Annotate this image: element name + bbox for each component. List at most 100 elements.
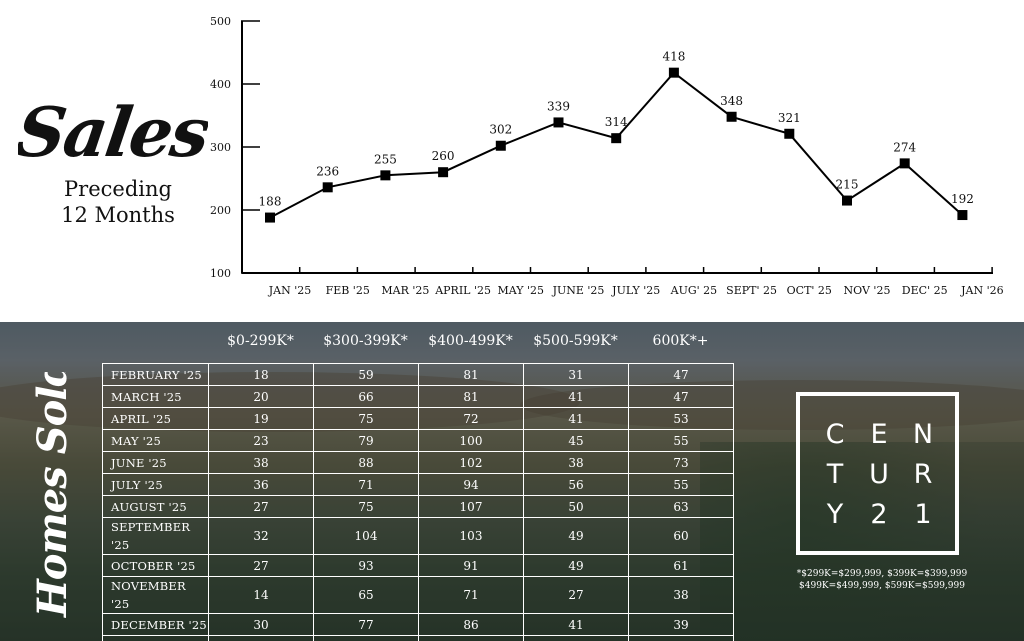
table-row: SEPTEMBER '25 32 104 103 49 60: [102, 517, 734, 555]
table-row: MARCH '25 20 66 81 41 47: [102, 385, 734, 408]
logo-letter: R: [913, 459, 933, 490]
x-tick-label: JULY '25: [611, 284, 660, 297]
count-cell: 19: [208, 407, 314, 430]
count-cell: 59: [313, 363, 419, 386]
logo-letter: E: [870, 419, 888, 450]
x-tick-label: APRIL '25: [434, 284, 491, 297]
count-cell: 27: [523, 576, 629, 614]
count-cell: 100: [418, 429, 524, 452]
count-cell: 81: [418, 363, 524, 386]
count-cell: 27: [208, 495, 314, 518]
sales-subtitle-line2: 12 Months: [61, 203, 175, 227]
count-cell: 38: [523, 451, 629, 474]
count-cell: 60: [628, 517, 734, 555]
count-cell: 66: [313, 385, 419, 408]
data-point-marker: [668, 67, 679, 78]
sales-subtitle-line1: Preceding: [64, 177, 172, 201]
month-cell: JUNE '25: [102, 451, 209, 474]
sales-chart-section: Sales Preceding 12 Months 100 200 300 400 50…: [11, 15, 1004, 297]
data-point-marker: [265, 212, 275, 223]
data-point-label: 321: [778, 111, 801, 125]
y-tick-label: 500: [210, 15, 231, 28]
count-cell: 93: [313, 554, 419, 577]
count-cell: 104: [313, 517, 419, 555]
count-cell: 14: [208, 576, 314, 614]
month-cell: SEPTEMBER '25: [102, 517, 209, 555]
table-row: AUGUST '25 27 75 107 50 63: [102, 495, 734, 518]
data-point-label: 260: [432, 149, 455, 163]
price-range-headers: $0-299K* $300-399K* $400-499K* $500-599K* 60…: [208, 333, 733, 357]
data-point-label: 236: [316, 164, 339, 178]
count-cell: 32: [208, 517, 314, 555]
homes-sold-script-title: Homes Sold: [18, 359, 78, 622]
count-cell: 88: [313, 451, 419, 474]
data-point-label: 314: [605, 115, 628, 129]
count-cell: 72: [418, 407, 524, 430]
count-cell: 77: [313, 613, 419, 636]
price-range-header: 600K*+: [652, 333, 709, 349]
data-point-label: 255: [374, 152, 397, 166]
y-tick-label: 100: [210, 267, 231, 280]
table-row: DECEMBER '25 30 77 86 41 39: [102, 613, 734, 636]
logo-letter: U: [869, 459, 889, 490]
count-cell: 63: [628, 495, 734, 518]
count-cell: 73: [628, 451, 734, 474]
count-cell: 91: [418, 554, 524, 577]
month-cell: DECEMBER '25: [102, 613, 209, 636]
count-cell: 107: [418, 495, 524, 518]
footnote-line1: *$299K=$299,999, $399K=$399,999: [796, 569, 968, 579]
price-range-header: $400-499K*: [428, 333, 513, 349]
data-point-marker: [553, 117, 564, 128]
data-point-label: 348: [720, 94, 743, 108]
table-row: FEBRUARY '25 18 59 81 31 47: [102, 363, 734, 386]
data-point-label: 188: [259, 195, 282, 209]
data-point-label: 192: [951, 192, 974, 206]
count-cell: 41: [523, 407, 629, 430]
chart-axes: [241, 21, 993, 274]
count-cell: 28: [628, 635, 734, 641]
data-point-marker: [495, 140, 506, 151]
count-cell: 30: [208, 613, 314, 636]
table-row: JUNE '25 38 88 102 38 73: [102, 451, 734, 474]
count-cell: 79: [313, 429, 419, 452]
table-row: NOVEMBER '25 14 65 71 27 38: [102, 576, 734, 614]
price-range-header: $0-299K*: [227, 333, 294, 349]
data-point-marker: [322, 182, 333, 193]
x-tick-label: JAN '25: [268, 284, 312, 297]
month-cell: AUGUST '25: [102, 495, 209, 518]
count-cell: 41: [523, 385, 629, 408]
count-cell: 65: [313, 576, 419, 614]
data-point-marker: [380, 170, 391, 181]
count-cell: 39: [628, 613, 734, 636]
data-point-marker: [957, 210, 968, 221]
data-point-marker: [899, 158, 910, 169]
data-point-label: 274: [893, 140, 916, 154]
y-tick-label: 400: [210, 78, 231, 91]
series-line: [269, 71, 964, 219]
month-cell: APRIL '25: [102, 407, 209, 430]
count-cell: 61: [628, 554, 734, 577]
count-cell: 71: [418, 576, 524, 614]
sales-subtitle: Preceding 12 Months: [48, 176, 188, 228]
chart-data-labels: 188 236 255 260 302 339 314 418 348 321 215 274 192: [259, 50, 974, 209]
x-tick-label: FEB '25: [326, 284, 370, 297]
logo-letter: 1: [914, 499, 932, 530]
data-point-label: 302: [489, 123, 512, 137]
month-cell: MAY '25: [102, 429, 209, 452]
count-cell: 75: [313, 495, 419, 518]
month-cell: MARCH '25: [102, 385, 209, 408]
table-row: OCTOBER '25 27 93 91 49 61: [102, 554, 734, 577]
count-cell: 86: [418, 613, 524, 636]
data-point-label: 339: [547, 99, 570, 113]
count-cell: 27: [208, 554, 314, 577]
count-cell: 52: [313, 635, 419, 641]
footnote-line2: $499K=$499,999, $599K=$599,999: [799, 581, 965, 591]
count-cell: 47: [628, 385, 734, 408]
chart-ticks: 100 200 300 400 500 JAN '25 FEB '25 MAR '25 APRI…: [210, 15, 1004, 297]
sales-title-text: Sales: [18, 93, 208, 173]
x-tick-label: AUG' 25: [670, 284, 718, 297]
month-cell: JANUARY '26: [102, 635, 209, 641]
y-tick-label: 300: [210, 141, 231, 154]
month-cell: JULY '25: [102, 473, 209, 496]
